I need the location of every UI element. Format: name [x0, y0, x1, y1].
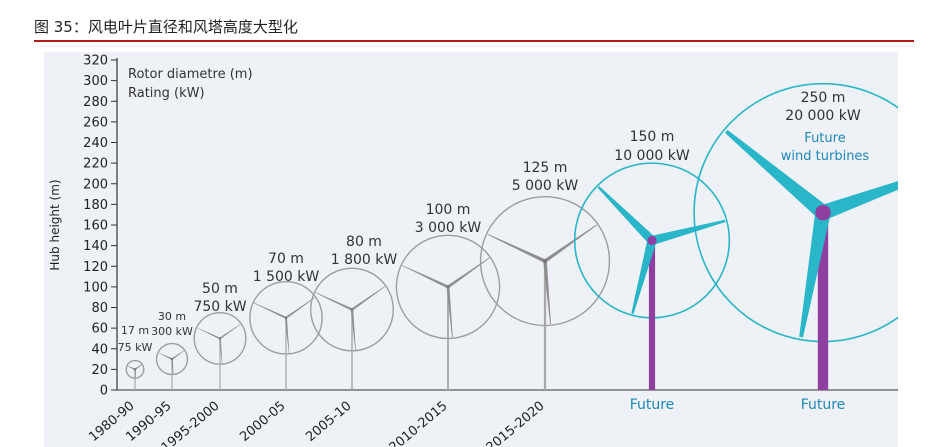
blade — [134, 364, 143, 370]
legend-rating: Rating (kW) — [128, 86, 205, 101]
blade — [315, 292, 353, 311]
y-tick-label: 60 — [91, 322, 108, 337]
tower — [648, 240, 656, 390]
blade — [134, 369, 136, 378]
y-tick-label: 20 — [91, 363, 108, 378]
y-tick-label: 240 — [83, 136, 108, 151]
blade — [487, 234, 546, 263]
rating-label: 750 kW — [193, 299, 246, 315]
y-tick-label: 120 — [83, 260, 108, 275]
x-tick-label: 2000-05 — [237, 399, 288, 445]
x-tick-label: Future — [630, 397, 675, 413]
diameter-label: 125 m — [523, 160, 568, 176]
blade — [447, 257, 490, 289]
y-tick-label: 100 — [83, 280, 108, 295]
diameter-label: 30 m — [158, 310, 186, 323]
tower — [219, 338, 221, 390]
figure-caption: 图 35：风电叶片直径和风塔高度大型化 — [34, 18, 298, 36]
rating-label: 1 800 kW — [331, 252, 398, 268]
y-tick-label: 140 — [83, 239, 108, 254]
rating-label: 3 000 kW — [415, 220, 482, 236]
annotation-line-1: Future — [804, 131, 845, 146]
blade — [597, 186, 656, 244]
hub — [170, 357, 174, 361]
blade — [171, 359, 174, 375]
tower — [285, 317, 287, 390]
tower — [134, 369, 136, 390]
blade — [158, 352, 173, 360]
diameter-label: 17 m — [121, 324, 149, 337]
y-tick-label: 220 — [83, 157, 108, 172]
blade — [544, 224, 597, 263]
tower — [817, 212, 829, 390]
rating-label: 300 kW — [151, 325, 193, 338]
blade — [725, 129, 828, 219]
y-tick-label: 200 — [83, 177, 108, 192]
blade — [350, 309, 356, 350]
blade — [402, 265, 449, 289]
blade — [285, 297, 316, 319]
rating-label: 10 000 kW — [614, 148, 690, 164]
tower — [171, 359, 173, 390]
diameter-label: 70 m — [268, 251, 304, 267]
blade — [219, 323, 241, 340]
y-tick-label: 160 — [83, 219, 108, 234]
blade — [351, 286, 386, 311]
y-tick-label: 0 — [100, 384, 108, 399]
diameter-label: 50 m — [202, 281, 238, 297]
hub — [133, 368, 137, 371]
y-tick-label: 80 — [91, 301, 108, 316]
rating-label: 75 kW — [118, 341, 153, 354]
blade — [820, 181, 898, 220]
blade — [253, 302, 287, 319]
x-tick-label: 2010-2015 — [387, 399, 451, 447]
hub — [218, 337, 222, 340]
y-tick-label: 320 — [83, 54, 108, 69]
diameter-label: 80 m — [346, 234, 382, 250]
tower — [447, 286, 449, 390]
blade — [127, 365, 136, 371]
blade — [197, 327, 221, 340]
hub — [815, 204, 831, 221]
y-tick-label: 280 — [83, 95, 108, 110]
rating-label: 20 000 kW — [785, 108, 861, 124]
diameter-label: 150 m — [630, 129, 675, 145]
blade — [631, 239, 657, 314]
y-tick-label: 180 — [83, 198, 108, 213]
x-tick-label: 2015-2020 — [484, 399, 548, 447]
blade — [171, 350, 185, 360]
blade — [219, 338, 223, 364]
tower — [543, 261, 547, 390]
diameter-label: 250 m — [801, 90, 846, 106]
tower — [351, 309, 353, 390]
blade — [650, 219, 726, 245]
plot-background — [44, 52, 898, 447]
y-tick-label: 300 — [83, 74, 108, 89]
x-tick-label: Future — [801, 397, 846, 413]
hub — [647, 235, 657, 246]
y-tick-label: 260 — [83, 115, 108, 130]
legend-rotor-diameter: Rotor diametre (m) — [128, 67, 253, 82]
hub — [350, 308, 354, 311]
x-tick-label: 2005-10 — [303, 399, 354, 445]
hub — [284, 316, 288, 320]
caption-rule — [34, 40, 914, 42]
y-tick-label: 40 — [91, 342, 108, 357]
rating-label: 1 500 kW — [253, 269, 320, 285]
diameter-label: 100 m — [426, 202, 471, 218]
y-axis-title: Hub height (m) — [48, 179, 62, 270]
blade — [543, 260, 551, 325]
rating-label: 5 000 kW — [512, 178, 579, 194]
blade — [285, 317, 290, 354]
annotation-line-2: wind turbines — [781, 149, 870, 164]
hub — [543, 259, 547, 264]
blade — [799, 211, 831, 338]
hub — [446, 285, 450, 289]
blade — [446, 286, 453, 338]
